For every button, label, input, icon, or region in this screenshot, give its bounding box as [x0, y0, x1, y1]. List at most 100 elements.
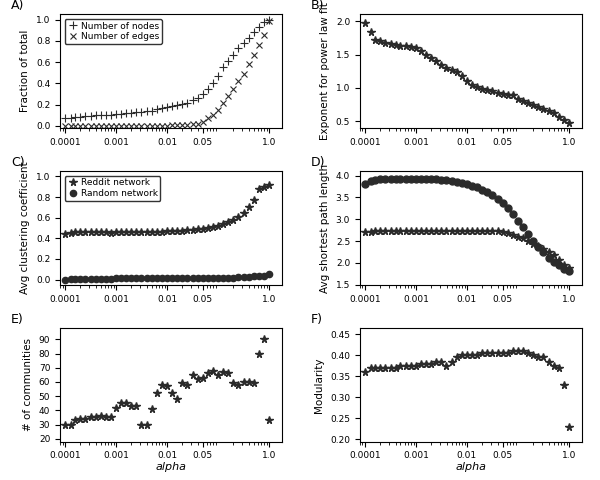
- Number of nodes: [224, 58, 232, 64]
- Reddit network: [102, 229, 109, 235]
- Reddit network: [179, 228, 186, 234]
- Reddit network: [265, 182, 272, 188]
- Number of edges: [230, 86, 237, 92]
- Number of edges: [87, 123, 94, 129]
- Random network: [184, 275, 191, 281]
- Number of edges: [122, 123, 130, 129]
- Number of nodes: [72, 115, 79, 120]
- Number of edges: [128, 123, 135, 129]
- Number of edges: [143, 123, 150, 129]
- Reddit network: [250, 197, 257, 203]
- Number of nodes: [240, 40, 247, 46]
- Number of edges: [118, 123, 125, 129]
- Number of edges: [194, 121, 201, 127]
- Number of edges: [163, 123, 170, 129]
- Random network: [112, 275, 119, 281]
- Y-axis label: # of communities: # of communities: [23, 338, 33, 432]
- Number of edges: [209, 112, 217, 118]
- Reddit network: [148, 229, 155, 235]
- Reddit network: [143, 229, 150, 235]
- Random network: [265, 272, 272, 277]
- Number of edges: [245, 61, 252, 67]
- Y-axis label: Exponent for power law fit: Exponent for power law fit: [320, 2, 330, 140]
- Random network: [189, 275, 196, 281]
- Text: A): A): [11, 0, 25, 12]
- Random network: [118, 275, 125, 281]
- Number of edges: [255, 42, 262, 48]
- Random network: [214, 275, 221, 280]
- Number of edges: [107, 123, 115, 129]
- Random network: [260, 273, 268, 278]
- Number of nodes: [153, 106, 160, 112]
- Number of nodes: [118, 111, 125, 117]
- Number of edges: [158, 123, 166, 129]
- Number of edges: [77, 123, 84, 129]
- Number of nodes: [214, 73, 221, 79]
- Text: C): C): [11, 156, 25, 169]
- Number of edges: [265, 18, 272, 24]
- Number of edges: [72, 123, 79, 129]
- Reddit network: [255, 186, 262, 192]
- Reddit network: [138, 229, 145, 235]
- Number of nodes: [173, 102, 181, 108]
- Reddit network: [133, 229, 140, 235]
- Random network: [133, 275, 140, 281]
- Number of edges: [260, 32, 268, 37]
- Number of nodes: [260, 19, 268, 24]
- Number of nodes: [184, 100, 191, 106]
- Random network: [107, 276, 115, 281]
- Number of nodes: [67, 116, 74, 121]
- Random network: [245, 274, 252, 279]
- Number of edges: [97, 123, 104, 129]
- Number of edges: [173, 122, 181, 128]
- Random network: [122, 275, 130, 281]
- Number of nodes: [112, 111, 119, 117]
- Number of nodes: [163, 104, 170, 109]
- Number of edges: [102, 123, 109, 129]
- Line: Reddit network: Reddit network: [61, 181, 273, 238]
- Number of nodes: [82, 113, 89, 119]
- Random network: [143, 275, 150, 281]
- Reddit network: [82, 229, 89, 235]
- Reddit network: [107, 230, 115, 236]
- Random network: [194, 275, 201, 281]
- Random network: [158, 275, 166, 281]
- Reddit network: [230, 217, 237, 223]
- Number of edges: [169, 122, 176, 128]
- Random network: [102, 276, 109, 281]
- Random network: [209, 275, 217, 281]
- Random network: [220, 275, 227, 280]
- Number of edges: [224, 93, 232, 99]
- Number of nodes: [179, 101, 186, 107]
- Reddit network: [92, 229, 99, 235]
- Number of nodes: [265, 17, 272, 23]
- Reddit network: [184, 227, 191, 233]
- Number of edges: [250, 52, 257, 58]
- Y-axis label: Modularity: Modularity: [314, 357, 325, 412]
- Random network: [82, 276, 89, 281]
- Random network: [230, 275, 237, 280]
- Number of edges: [61, 123, 68, 129]
- Random network: [169, 275, 176, 281]
- Number of edges: [133, 123, 140, 129]
- Line: Random network: Random network: [62, 271, 272, 283]
- Number of nodes: [220, 65, 227, 71]
- Number of nodes: [97, 112, 104, 118]
- Number of edges: [220, 100, 227, 106]
- Number of nodes: [102, 112, 109, 118]
- Reddit network: [158, 229, 166, 235]
- Legend: Number of nodes, Number of edges: Number of nodes, Number of edges: [65, 19, 162, 44]
- X-axis label: alpha: alpha: [455, 462, 487, 472]
- Reddit network: [240, 210, 247, 216]
- Random network: [97, 276, 104, 281]
- Reddit network: [173, 228, 181, 234]
- Number of edges: [235, 78, 242, 84]
- Number of nodes: [209, 81, 217, 86]
- Number of edges: [214, 107, 221, 113]
- Legend: Reddit network, Random network: Reddit network, Random network: [65, 176, 160, 201]
- Number of nodes: [148, 108, 155, 114]
- Reddit network: [153, 229, 160, 235]
- Number of nodes: [194, 96, 201, 101]
- Number of edges: [240, 71, 247, 77]
- Number of edges: [179, 122, 186, 128]
